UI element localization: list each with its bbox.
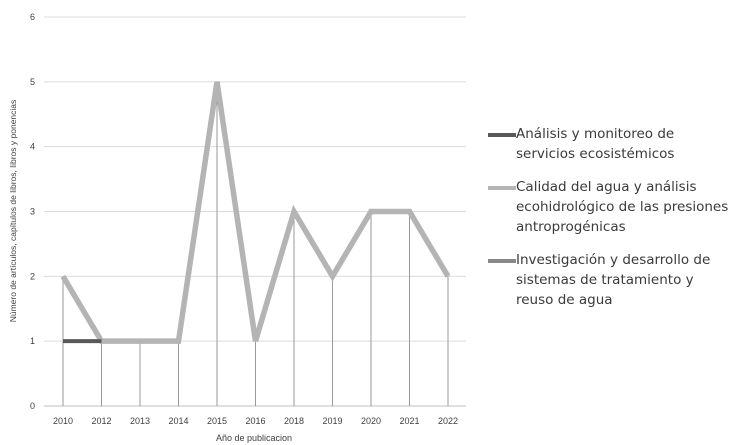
x-axis-ticks: 2010 2012 2013 2014 2015 2016 2018 2019 2020 2021…: [53, 416, 458, 426]
series-lines: [60, 81, 451, 344]
legend-swatch-1: [488, 133, 516, 137]
x-tick-label-2021: 2021: [399, 416, 419, 426]
y-tick-label-6: 6: [30, 12, 35, 22]
x-tick-label-2016: 2016: [245, 416, 265, 426]
legend-label-2: Calidad del agua y análisis ecohidrológi…: [516, 179, 729, 235]
x-tick-label-2013: 2013: [130, 416, 150, 426]
x-tick-label-2015: 2015: [207, 416, 227, 426]
legend-label-3: Investigación y desarrollo de sistemas d…: [516, 252, 711, 308]
x-tick-label-2019: 2019: [322, 416, 342, 426]
legend-swatch-3: [488, 259, 516, 263]
y-tick-label-0: 0: [30, 401, 35, 411]
drop-lines: [62, 81, 449, 406]
x-tick-label-2012: 2012: [91, 416, 111, 426]
x-tick-label-2018: 2018: [284, 416, 304, 426]
x-axis-title: Año de publicacion: [216, 433, 292, 443]
x-tick-label-2014: 2014: [168, 416, 188, 426]
y-tick-label-4: 4: [30, 142, 35, 152]
legend-item-3: Investigación y desarrollo de sistemas d…: [488, 250, 733, 310]
series-line-2-seg-0: [60, 81, 451, 344]
legend: Análisis y monitoreo de servicios ecosis…: [488, 124, 733, 323]
legend-swatch-2: [488, 186, 516, 190]
y-tick-label-2: 2: [30, 271, 35, 281]
legend-label-1: Análisis y monitoreo de servicios ecosis…: [516, 126, 675, 162]
x-tick-label-2022: 2022: [438, 416, 458, 426]
y-axis-title: Número de artículos, capítulos de libros…: [8, 100, 18, 323]
y-tick-label-3: 3: [30, 207, 35, 217]
y-axis-ticks: 0 1 2 3 4 5 6: [30, 12, 35, 411]
legend-item-2: Calidad del agua y análisis ecohidrológi…: [488, 177, 733, 237]
y-tick-label-1: 1: [30, 336, 35, 346]
x-tick-label-2020: 2020: [361, 416, 381, 426]
y-tick-label-5: 5: [30, 77, 35, 87]
x-tick-label-2010: 2010: [53, 416, 73, 426]
legend-item-1: Análisis y monitoreo de servicios ecosis…: [488, 124, 733, 164]
